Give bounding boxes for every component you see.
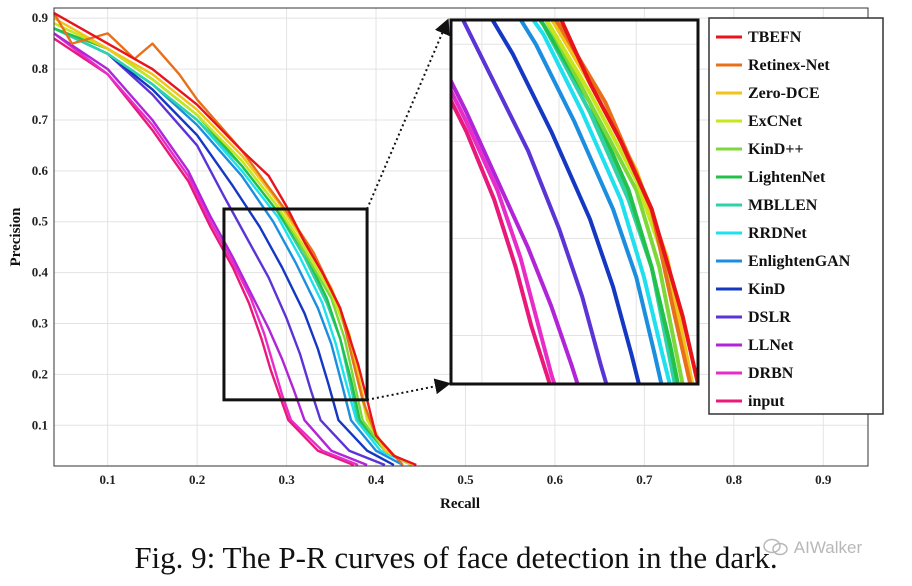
legend-label: LightenNet — [748, 169, 826, 186]
inset-curve-kind- — [543, 20, 685, 384]
y-tick-label: 0.2 — [32, 366, 48, 381]
legend-label: DSLR — [748, 309, 791, 326]
inset-frame — [449, 18, 700, 386]
legend: TBEFN Retinex-Net Zero-DCE ExCNet KinD++ Ligh… — [708, 17, 884, 415]
x-tick-label: 0.2 — [189, 472, 205, 487]
curve-kind — [53, 27, 395, 467]
legend-label: LLNet — [748, 337, 794, 354]
inset-curve-input — [451, 96, 552, 384]
y-tick-label: 0.9 — [32, 10, 49, 25]
legend-label: ExCNet — [748, 113, 803, 130]
curve-dslr — [53, 27, 386, 467]
zoom-inset — [449, 18, 700, 386]
x-tick-label: 0.8 — [726, 472, 743, 487]
curve-llnet — [53, 32, 368, 467]
watermark-text: AIWalker — [793, 538, 863, 557]
y-tick-label: 0.3 — [32, 316, 49, 331]
y-tick-label: 0.6 — [32, 163, 49, 178]
inset-curve-kind — [490, 20, 641, 384]
inset-curve-dslr — [460, 20, 609, 384]
connector-top — [366, 18, 450, 210]
y-tick-label: 0.1 — [32, 417, 48, 432]
inset-curve-retinex-net — [553, 20, 693, 384]
legend-label: MBLLEN — [748, 197, 818, 214]
pr-curve-chart: 0.1 0.2 0.3 0.4 0.5 0.6 0.7 0.8 0.9 0.1 0.2 0.3 0.4… — [8, 7, 884, 512]
inset-curve-drbn — [451, 86, 557, 384]
x-tick-label: 0.4 — [368, 472, 385, 487]
y-tick-label: 0.8 — [32, 61, 49, 76]
x-tick-labels: 0.1 0.2 0.3 0.4 0.5 0.6 0.7 0.8 0.9 — [100, 472, 832, 487]
curve-input — [53, 37, 355, 467]
x-tick-label: 0.6 — [547, 472, 564, 487]
x-tick-label: 0.1 — [100, 472, 116, 487]
inset-curve-llnet — [451, 76, 580, 384]
watermark: AIWalker — [762, 538, 862, 558]
inset-curve-excnet — [544, 20, 693, 384]
x-tick-label: 0.3 — [278, 472, 295, 487]
zoom-region-box — [222, 207, 369, 402]
legend-label: TBEFN — [748, 29, 802, 46]
y-axis-title: Precision — [8, 207, 24, 267]
inset-curve-enlightengan — [518, 20, 664, 384]
inset-curve-tbefn — [559, 20, 698, 384]
connector-bottom — [366, 378, 451, 401]
legend-label: Zero-DCE — [748, 85, 820, 102]
legend-label: RRDNet — [748, 225, 807, 242]
inset-curve-rrdnet — [530, 20, 672, 384]
wechat-icon — [763, 538, 788, 556]
x-tick-label: 0.5 — [457, 472, 474, 487]
legend-label: input — [748, 393, 785, 410]
legend-label: Retinex-Net — [748, 57, 830, 74]
curve-drbn — [53, 32, 359, 467]
y-tick-labels: 0.1 0.2 0.3 0.4 0.5 0.6 0.7 0.8 0.9 — [32, 10, 49, 432]
y-tick-label: 0.5 — [32, 214, 49, 229]
zoom-connectors — [366, 18, 451, 401]
main-curves — [52, 12, 417, 467]
legend-label: EnlightenGAN — [748, 253, 851, 270]
figure-caption: Fig. 9: The P-R curves of face detection… — [134, 540, 778, 575]
y-tick-label: 0.4 — [32, 265, 49, 280]
y-tick-label: 0.7 — [32, 112, 49, 127]
curve-tbefn — [53, 12, 417, 467]
legend-label: KinD — [748, 281, 785, 298]
x-tick-label: 0.9 — [815, 472, 832, 487]
legend-label: KinD++ — [748, 141, 804, 158]
curve-mbllen — [53, 27, 413, 467]
inset-curve-mbllen — [537, 20, 677, 384]
x-tick-label: 0.7 — [636, 472, 653, 487]
legend-box — [708, 17, 884, 415]
legend-label: DRBN — [748, 365, 794, 382]
curve-excnet — [53, 22, 413, 467]
x-axis-title: Recall — [440, 496, 480, 512]
inset-curves — [451, 20, 698, 384]
